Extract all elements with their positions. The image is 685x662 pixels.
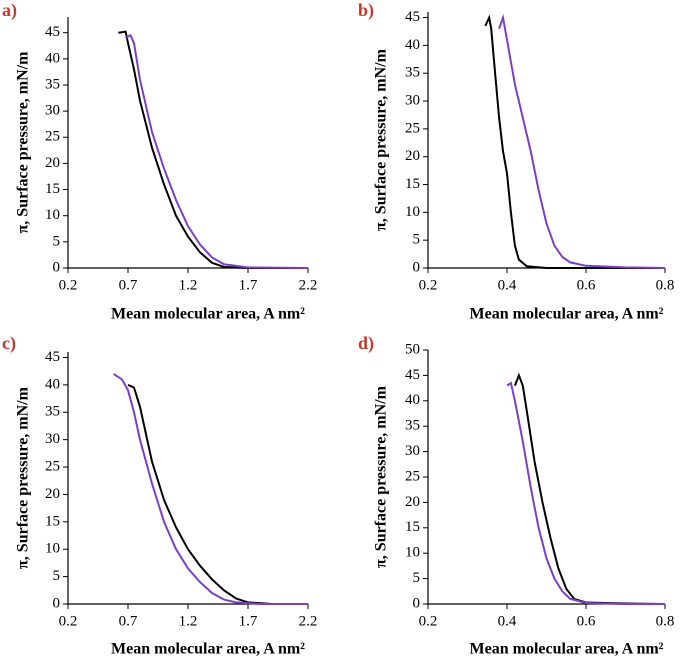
panel-label: b) bbox=[358, 0, 374, 21]
y-tick-label: 0 bbox=[53, 259, 61, 275]
x-axis-label: Mean molecular area, A nm² bbox=[111, 306, 305, 323]
data-line bbox=[498, 13, 666, 269]
y-tick-label: 25 bbox=[405, 468, 420, 484]
y-tick-label: 0 bbox=[413, 595, 421, 611]
y-axis-label: π, Surface pressure, mN/m bbox=[15, 51, 32, 234]
y-tick-label: 0 bbox=[53, 595, 61, 611]
y-tick-label: 25 bbox=[405, 120, 420, 136]
y-tick-label: 40 bbox=[405, 37, 420, 53]
x-tick-label: 0.6 bbox=[577, 277, 596, 293]
x-tick-label: 1.2 bbox=[179, 613, 198, 629]
x-tick-label: 2.2 bbox=[299, 277, 318, 293]
y-tick-label: 15 bbox=[405, 176, 420, 192]
x-tick-label: 0.4 bbox=[498, 613, 517, 629]
y-tick-label: 15 bbox=[45, 513, 60, 529]
y-tick-label: 40 bbox=[405, 392, 420, 408]
x-tick-label: 1.7 bbox=[239, 277, 258, 293]
y-tick-label: 35 bbox=[405, 65, 420, 81]
x-axis-label: Mean molecular area, A nm² bbox=[470, 306, 664, 323]
y-tick-label: 10 bbox=[405, 204, 420, 220]
y-tick-label: 30 bbox=[405, 92, 420, 108]
y-axis-label: π, Surface pressure, mN/m bbox=[373, 48, 390, 231]
y-axis-label: π, Surface pressure, mN/m bbox=[373, 385, 390, 568]
data-line bbox=[513, 372, 666, 605]
y-tick-label: 30 bbox=[45, 431, 60, 447]
x-tick-label: 0.2 bbox=[59, 277, 78, 293]
y-tick-label: 5 bbox=[53, 233, 61, 249]
x-axis-label: Mean molecular area, A nm² bbox=[470, 641, 664, 658]
y-tick-label: 25 bbox=[45, 458, 60, 474]
x-axis-label: Mean molecular area, A nm² bbox=[111, 641, 305, 658]
y-tick-label: 10 bbox=[405, 545, 420, 561]
y-tick-label: 40 bbox=[45, 376, 60, 392]
y-tick-label: 35 bbox=[405, 418, 420, 434]
panel-label: d) bbox=[358, 333, 374, 354]
y-tick-label: 50 bbox=[405, 341, 420, 357]
y-tick-label: 35 bbox=[45, 404, 60, 420]
y-tick-label: 45 bbox=[405, 367, 420, 383]
x-tick-label: 2.2 bbox=[299, 613, 318, 629]
x-tick-label: 0.2 bbox=[419, 277, 438, 293]
panel-label: a) bbox=[2, 0, 17, 21]
y-tick-label: 5 bbox=[53, 568, 61, 584]
y-tick-label: 25 bbox=[45, 129, 60, 145]
y-tick-label: 5 bbox=[413, 232, 421, 248]
y-tick-label: 20 bbox=[405, 494, 420, 510]
x-tick-label: 0.4 bbox=[498, 277, 517, 293]
x-tick-label: 1.2 bbox=[179, 277, 198, 293]
x-tick-label: 0.8 bbox=[656, 277, 675, 293]
y-tick-label: 45 bbox=[45, 349, 60, 365]
data-line bbox=[484, 14, 665, 269]
y-tick-label: 10 bbox=[45, 541, 60, 557]
x-tick-label: 0.2 bbox=[59, 613, 78, 629]
y-tick-label: 15 bbox=[405, 519, 420, 535]
data-line bbox=[118, 30, 308, 269]
y-tick-label: 5 bbox=[413, 570, 421, 586]
data-line bbox=[506, 381, 665, 605]
data-line bbox=[113, 373, 308, 605]
y-tick-label: 20 bbox=[405, 148, 420, 164]
panel-label: c) bbox=[2, 333, 16, 354]
y-tick-label: 10 bbox=[45, 207, 60, 223]
y-tick-label: 40 bbox=[45, 50, 60, 66]
y-tick-label: 30 bbox=[405, 443, 420, 459]
x-tick-label: 0.7 bbox=[119, 277, 138, 293]
data-line bbox=[127, 383, 308, 605]
y-tick-label: 20 bbox=[45, 155, 60, 171]
data-line bbox=[125, 33, 309, 269]
y-tick-label: 45 bbox=[405, 9, 420, 25]
x-tick-label: 0.6 bbox=[577, 613, 596, 629]
y-tick-label: 30 bbox=[45, 103, 60, 119]
x-tick-label: 1.7 bbox=[239, 613, 258, 629]
y-axis-label: π, Surface pressure, mN/m bbox=[15, 386, 32, 569]
y-tick-label: 0 bbox=[413, 259, 421, 275]
y-tick-label: 20 bbox=[45, 486, 60, 502]
y-tick-label: 35 bbox=[45, 76, 60, 92]
y-tick-label: 45 bbox=[45, 24, 60, 40]
x-tick-label: 0.2 bbox=[419, 613, 438, 629]
x-tick-label: 0.8 bbox=[656, 613, 675, 629]
y-tick-label: 15 bbox=[45, 181, 60, 197]
x-tick-label: 0.7 bbox=[119, 613, 138, 629]
